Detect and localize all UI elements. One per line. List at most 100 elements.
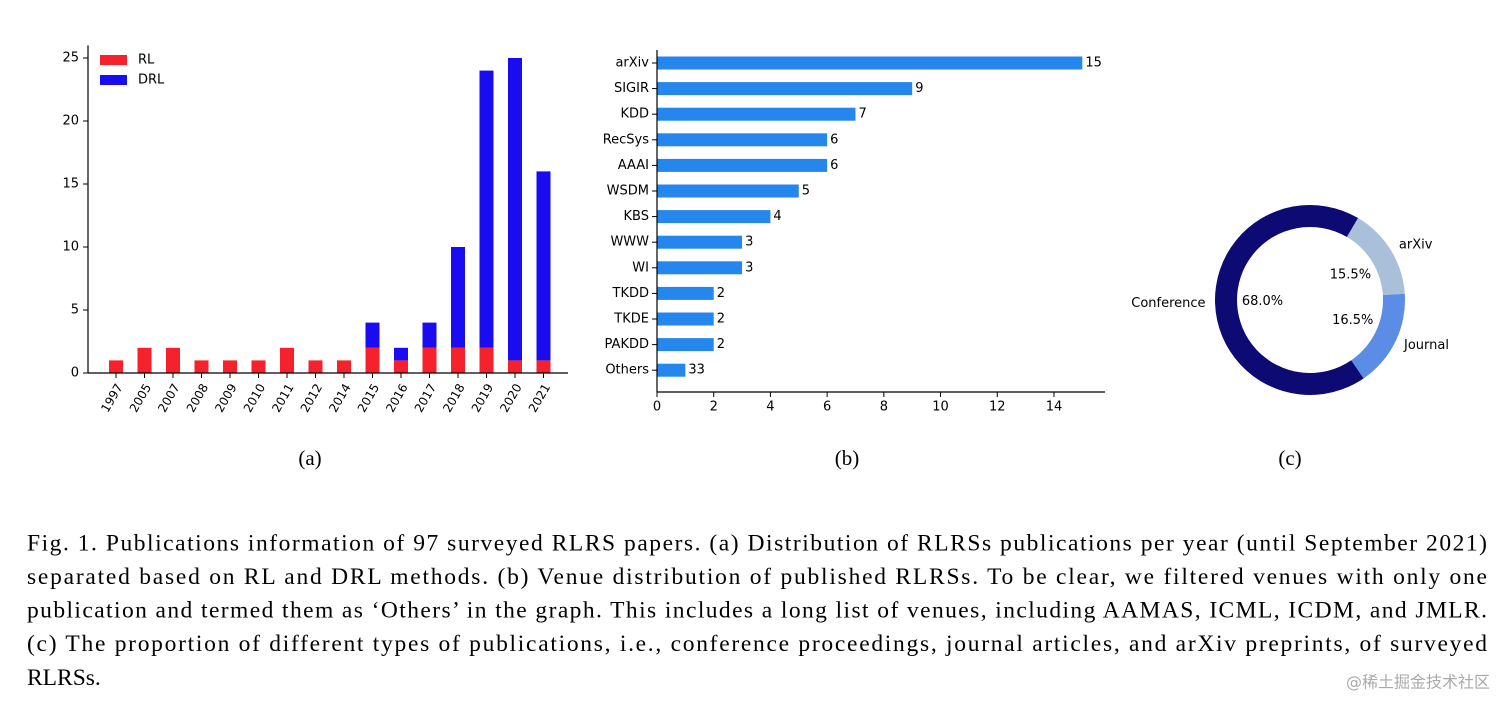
bar-segment [337, 360, 351, 373]
bar [657, 235, 743, 249]
watermark: @稀土掘金技术社区 [1346, 673, 1490, 692]
data-label: 6 [830, 158, 838, 173]
bar [657, 312, 714, 326]
bar-segment [536, 360, 551, 373]
bar-segment [166, 347, 180, 373]
bar-segment [508, 360, 522, 373]
bar [657, 56, 1083, 70]
y-tick-label: RecSys [603, 132, 650, 147]
x-tick-label: 0 [653, 400, 661, 415]
legend-swatch [100, 75, 127, 85]
data-label: 3 [745, 235, 753, 250]
x-tick-label: 8 [880, 400, 888, 415]
bar-segment [394, 360, 408, 373]
x-tick-label: 12 [989, 400, 1006, 415]
bar-segment [479, 347, 494, 373]
data-label: 7 [858, 107, 866, 122]
bar-segment [223, 360, 237, 373]
x-tick-label: 2 [710, 400, 718, 415]
bar [657, 158, 828, 172]
wedge-label: arXiv [1399, 238, 1433, 253]
data-label: 2 [717, 286, 725, 301]
subfigure-label: (a) [298, 446, 321, 470]
data-label: 4 [773, 209, 781, 224]
bar [657, 184, 799, 198]
data-label: 33 [688, 363, 705, 378]
bar-segment [365, 322, 380, 348]
bar-segment [422, 322, 437, 348]
bar-segment [451, 347, 465, 373]
bar-segment [109, 360, 123, 373]
x-tick-label: 10 [932, 400, 949, 415]
bar [657, 82, 913, 96]
y-tick-label: WWW [610, 235, 649, 250]
data-label: 9 [915, 81, 923, 96]
y-tick-label: 20 [62, 114, 79, 129]
caption-line: RLRSs. [27, 665, 101, 691]
bar-segment [308, 360, 323, 373]
x-tick-label: 4 [766, 400, 774, 415]
wedge [1351, 293, 1405, 379]
bar [657, 210, 771, 224]
y-tick-label: WI [632, 260, 649, 275]
data-label: 15 [1085, 56, 1102, 71]
caption-line: publication and termed them as ‘Others’ … [27, 598, 1487, 624]
y-tick-label: TKDE [613, 312, 649, 327]
y-tick-label: WSDM [607, 184, 649, 199]
data-label: 2 [717, 337, 725, 352]
y-tick-label: PAKDD [605, 337, 649, 352]
percent-label: 68.0% [1242, 294, 1283, 309]
bar-segment [536, 171, 551, 361]
bar-segment [194, 360, 209, 373]
wedge-label: Conference [1131, 296, 1205, 311]
x-tick-label: 14 [1046, 400, 1063, 415]
bar-segment [508, 58, 522, 361]
bar [657, 363, 686, 377]
y-tick-label: Others [605, 363, 649, 378]
bar [657, 261, 743, 275]
y-tick-label: 5 [71, 303, 79, 318]
caption-line: Fig. 1. Publications information of 97 s… [27, 530, 1487, 556]
data-label: 2 [717, 312, 725, 327]
subfigure-label: (c) [1278, 446, 1301, 470]
bar-segment [251, 360, 266, 373]
y-tick-label: 25 [62, 51, 79, 66]
subfigure-label: (b) [835, 446, 860, 470]
y-tick-label: SIGIR [614, 81, 649, 96]
bar-segment [422, 347, 437, 373]
bar-segment [479, 70, 494, 348]
y-tick-label: KDD [620, 107, 649, 122]
legend-swatch [100, 55, 127, 65]
wedge [1215, 205, 1364, 396]
percent-label: 16.5% [1332, 313, 1373, 328]
bar-segment [451, 247, 465, 348]
y-tick-label: arXiv [615, 56, 649, 71]
data-label: 5 [802, 184, 810, 199]
caption-line: (c) The proportion of different types of… [27, 631, 1487, 657]
percent-label: 15.5% [1330, 268, 1371, 283]
bar [657, 107, 856, 121]
data-label: 6 [830, 132, 838, 147]
wedge-label: Journal [1403, 338, 1449, 353]
wedge [1346, 218, 1405, 296]
y-tick-label: KBS [624, 209, 649, 224]
bar-segment [365, 347, 380, 373]
x-tick-label: 6 [823, 400, 831, 415]
y-tick-label: TKDD [612, 286, 650, 301]
bar [657, 286, 714, 300]
y-tick-label: 15 [62, 177, 79, 192]
bar-segment [137, 347, 152, 373]
caption-line: separated based on RL and DRL methods. (… [27, 564, 1487, 590]
bar-segment [280, 347, 294, 373]
y-tick-label: 10 [62, 240, 79, 255]
y-tick-label: AAAI [618, 158, 649, 173]
bar [657, 338, 714, 352]
y-tick-label: 0 [71, 366, 79, 381]
legend-label: RL [138, 53, 155, 68]
legend-label: DRL [138, 73, 165, 88]
data-label: 3 [745, 260, 753, 275]
bar [657, 133, 828, 147]
bar-segment [394, 347, 408, 361]
